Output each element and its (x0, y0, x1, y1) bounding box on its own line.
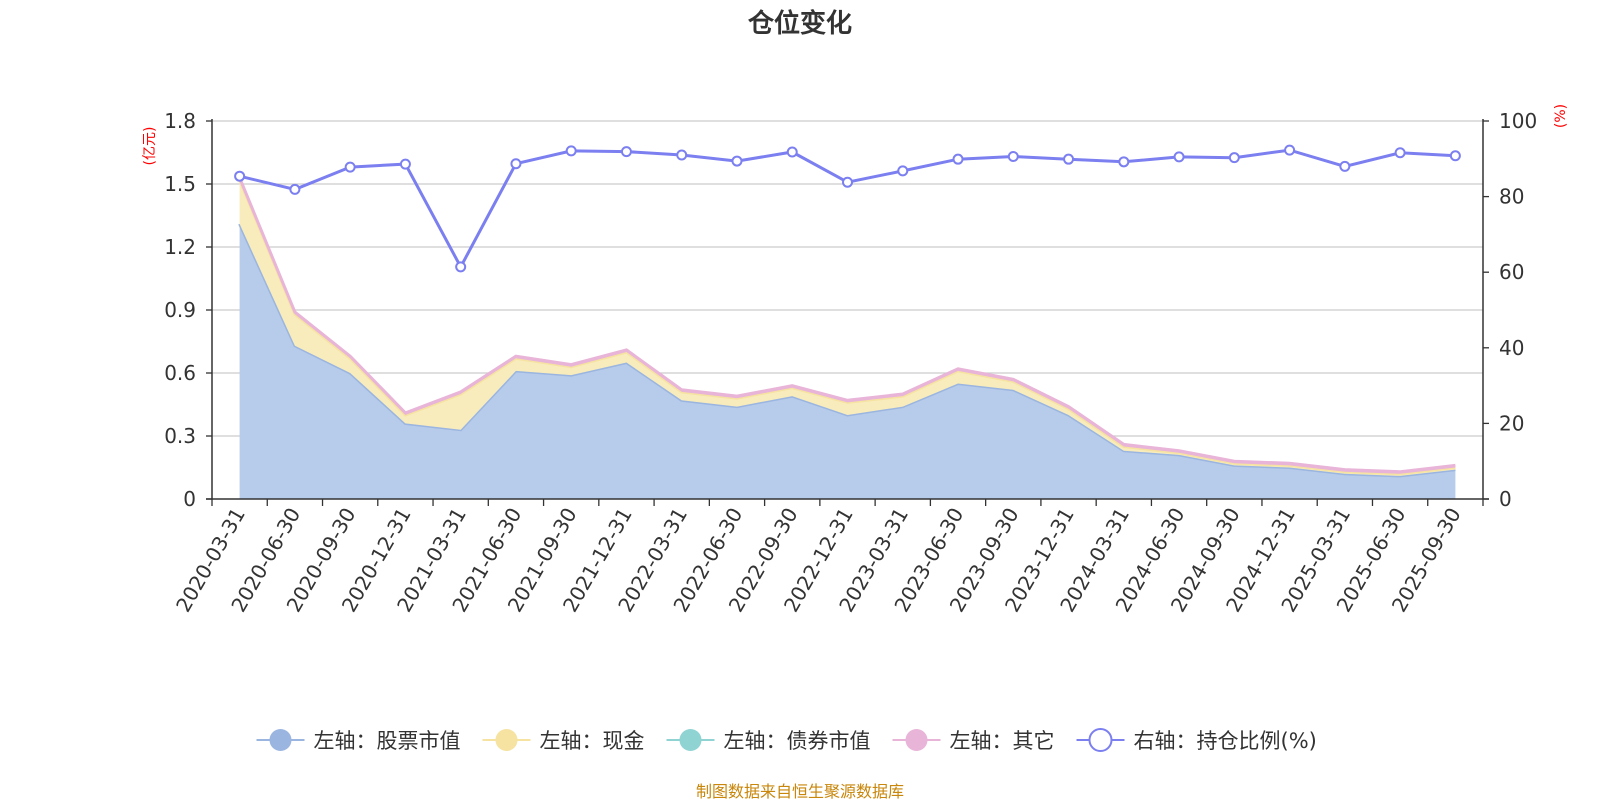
legend-item[interactable]: 右轴：持仓比例(%) (1076, 728, 1317, 753)
area-line-左轴：其它 (238, 177, 1456, 474)
chart-title: 仓位变化 (747, 8, 852, 39)
ratio-line-path (239, 148, 1456, 271)
ratio-point[interactable] (1339, 160, 1351, 172)
ratio-point[interactable] (234, 170, 246, 182)
ratio-point[interactable] (344, 161, 356, 173)
ratio-point[interactable] (1173, 151, 1185, 163)
ratio-point[interactable] (510, 158, 522, 170)
left-axis-tick-label: 1.5 (164, 172, 196, 196)
legend-item[interactable]: 左轴：现金 (482, 729, 645, 753)
source-note: 制图数据来自恒生聚源数据库 (696, 782, 904, 800)
legend-label: 左轴：债券市值 (724, 729, 871, 753)
ratio-point[interactable] (1228, 152, 1240, 164)
ratio-point[interactable] (1063, 153, 1075, 165)
right-axis-tick-label: 100 (1499, 109, 1537, 133)
position-ratio-line (234, 144, 1461, 273)
legend-marker (1088, 728, 1113, 752)
ratio-point[interactable] (1449, 150, 1461, 162)
legend-label: 左轴：现金 (540, 729, 645, 753)
ratio-point[interactable] (952, 153, 964, 165)
right-axis-unit: (%) (1553, 104, 1569, 128)
area-fill-左轴：股票市值 (239, 223, 1456, 499)
left-axis-tick-label: 1.8 (164, 109, 196, 133)
right-axis-tick-label: 20 (1499, 411, 1524, 435)
legend-label: 左轴：其它 (950, 729, 1055, 753)
legend-label: 左轴：股票市值 (314, 729, 461, 753)
left-axis-tick-label: 0.3 (164, 424, 196, 448)
ratio-point[interactable] (731, 155, 743, 167)
ratio-point[interactable] (1007, 151, 1019, 163)
ratio-point[interactable] (620, 146, 632, 158)
ratio-point[interactable] (1284, 144, 1296, 156)
left-axis-unit: (亿元) (142, 127, 158, 166)
left-axis-tick-label: 1.2 (164, 235, 196, 259)
ratio-point[interactable] (897, 165, 909, 177)
right-axis-tick-label: 60 (1499, 260, 1524, 284)
legend-marker (679, 729, 702, 751)
legend-marker (269, 729, 292, 751)
ratio-point[interactable] (1118, 156, 1130, 168)
right-axis-tick-label: 0 (1499, 487, 1512, 511)
ratio-point[interactable] (289, 183, 301, 195)
legend-label: 右轴：持仓比例(%) (1134, 729, 1317, 753)
legend-item[interactable]: 左轴：债券市值 (666, 729, 871, 753)
legend-item[interactable]: 左轴：其它 (892, 729, 1055, 753)
right-axis-tick-label: 40 (1499, 336, 1524, 360)
ratio-point[interactable] (676, 149, 688, 161)
legend-item[interactable]: 左轴：股票市值 (256, 729, 461, 753)
left-axis-tick-label: 0 (183, 487, 196, 511)
left-axis-tick-label: 0.6 (164, 361, 196, 385)
legend[interactable]: 左轴：股票市值 左轴：现金 左轴：债券市值 左轴：其它 右轴：持仓比例(%) (256, 728, 1317, 753)
legend-marker (905, 729, 928, 751)
ratio-point[interactable] (565, 145, 577, 157)
ratio-point[interactable] (1394, 147, 1406, 159)
ratio-point[interactable] (399, 158, 411, 170)
left-axis-tick-label: 0.9 (164, 298, 196, 322)
ratio-point[interactable] (786, 146, 798, 158)
legend-marker (495, 729, 518, 751)
ratio-point[interactable] (842, 176, 853, 188)
right-axis-tick-label: 80 (1499, 185, 1524, 209)
ratio-point[interactable] (455, 261, 467, 273)
area-series (238, 177, 1456, 499)
